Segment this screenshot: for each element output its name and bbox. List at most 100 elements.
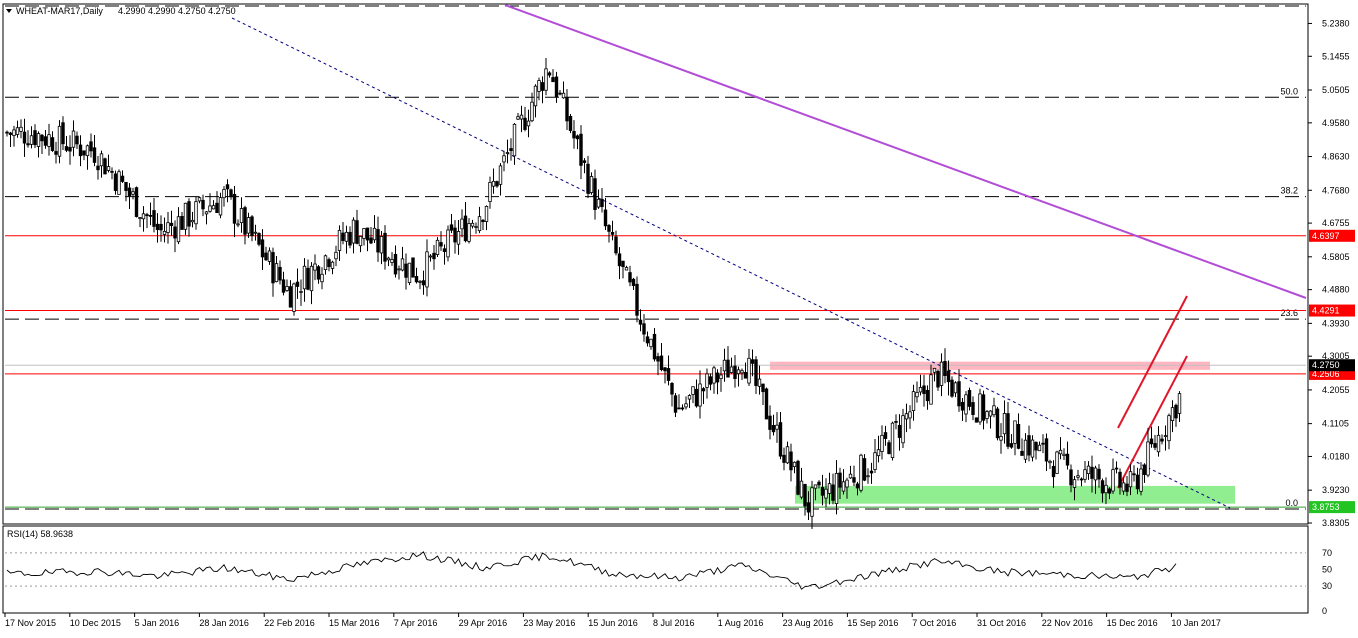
candle-body [106, 166, 111, 171]
candle [544, 58, 548, 96]
candle [267, 247, 272, 265]
candle [621, 260, 625, 279]
candle [309, 262, 314, 305]
price-level-label: 4.4291 [1312, 306, 1340, 316]
candle-body [638, 319, 643, 325]
candle-body [561, 92, 566, 99]
candle-body [120, 175, 125, 182]
candle-body [691, 386, 695, 395]
candle-body [859, 454, 863, 491]
candle [120, 170, 125, 183]
y-tick-label: 4.7680 [1322, 185, 1350, 195]
candle [145, 212, 149, 229]
candle-body [1125, 483, 1129, 492]
candle-body [278, 266, 282, 281]
candle [432, 245, 436, 270]
candle [295, 268, 300, 299]
candle [208, 193, 212, 213]
candle-body [1062, 453, 1066, 456]
candle-body [1058, 449, 1063, 455]
candle-body [736, 369, 741, 375]
candle-body [148, 214, 153, 217]
candle-body [904, 413, 909, 420]
candle [502, 150, 506, 172]
candle-body [288, 286, 293, 308]
candle-body [138, 217, 142, 220]
candle-body [1156, 434, 1161, 453]
candle [978, 388, 982, 425]
candle [1030, 435, 1035, 462]
candle-body [960, 401, 965, 411]
candle-body [582, 160, 587, 163]
candle-body [1044, 438, 1049, 462]
candle [344, 225, 349, 254]
candle [110, 167, 114, 180]
candle-body [40, 134, 44, 142]
candle [691, 386, 695, 404]
y-tick-label: 4.3005 [1322, 351, 1350, 361]
candle-body [484, 206, 489, 222]
candle-body [351, 219, 356, 244]
candle [250, 215, 254, 242]
candle-body [495, 181, 499, 187]
candle-body [901, 415, 905, 444]
price-level-label: 4.6397 [1312, 231, 1340, 241]
candle-body [1030, 439, 1035, 458]
candle-body [1132, 473, 1136, 476]
x-tick-label: 7 Apr 2016 [394, 618, 438, 628]
candle [162, 217, 167, 243]
candle-body [722, 359, 727, 372]
x-tick-label: 10 Dec 2015 [70, 618, 121, 628]
candle-body [229, 189, 233, 198]
candle-body [701, 388, 706, 392]
candle-body [103, 158, 107, 175]
candle-body [971, 402, 975, 416]
candle [78, 135, 83, 167]
candle [215, 191, 219, 214]
candle-body [309, 265, 314, 292]
y-tick-label: 4.9580 [1322, 118, 1350, 128]
candle-body [78, 144, 83, 157]
candle-body [866, 475, 870, 478]
candle [330, 260, 335, 275]
candle [152, 197, 156, 233]
candle [890, 421, 895, 461]
candle-body [943, 360, 947, 376]
candle [334, 245, 338, 267]
fib-level-label: 38.2 [1280, 186, 1298, 196]
candle [936, 369, 940, 391]
candle-body [572, 131, 576, 139]
candle-body [981, 394, 986, 421]
candle [274, 255, 279, 283]
candle-body [586, 163, 590, 194]
candle-body [222, 189, 226, 199]
candle-body [141, 213, 146, 220]
candle [491, 168, 496, 194]
candle [631, 277, 636, 291]
candle-body [792, 461, 797, 468]
resistance-zone [770, 361, 1210, 370]
candle-body [845, 479, 849, 488]
candle [365, 227, 370, 252]
candle [547, 71, 552, 78]
candle-body [299, 291, 303, 293]
candle-body [281, 279, 286, 293]
candle-body [526, 120, 531, 127]
candle-body [376, 229, 380, 253]
candle-body [260, 239, 265, 258]
candle [995, 406, 1000, 441]
candle-body [705, 373, 709, 388]
candle [663, 366, 667, 384]
candle-body [456, 231, 461, 245]
candle [229, 188, 233, 200]
candle [656, 352, 660, 376]
dropdown-icon[interactable] [6, 9, 12, 13]
candle-body [414, 276, 419, 283]
candle-body [880, 434, 884, 452]
candle [138, 217, 142, 228]
candle [124, 181, 128, 202]
price-level-tag [1309, 304, 1355, 317]
candle [1083, 460, 1087, 483]
candle-body [649, 338, 653, 348]
price-level-tag [1309, 229, 1355, 242]
